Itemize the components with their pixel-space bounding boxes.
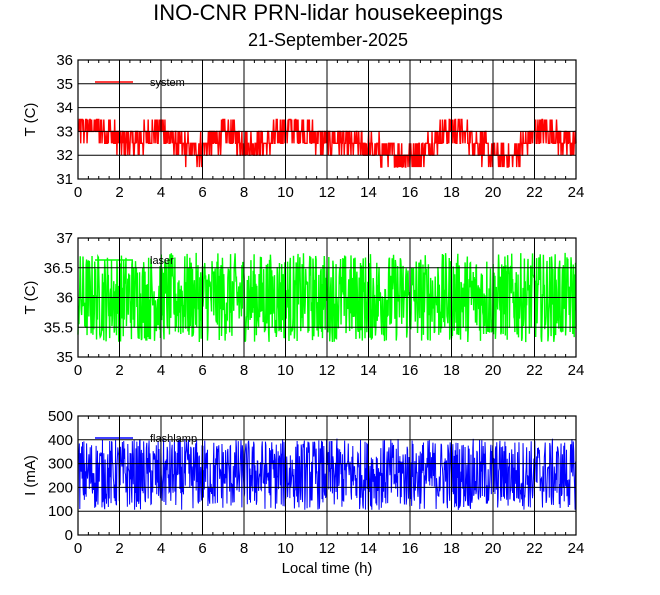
x-tick-label: 24 <box>568 362 585 379</box>
x-tick-label: 2 <box>115 184 123 201</box>
x-tick-label: 18 <box>443 540 460 557</box>
x-tick-label: 20 <box>485 184 502 201</box>
x-tick-label: 4 <box>157 540 165 557</box>
x-tick-label: 8 <box>240 540 248 557</box>
x-tick-label: 18 <box>443 362 460 379</box>
y-tick-label: 100 <box>48 503 73 520</box>
x-tick-label: 22 <box>526 184 543 201</box>
y-tick-label: 32 <box>56 147 73 164</box>
x-tick-label: 4 <box>157 184 165 201</box>
x-tick-label: 0 <box>74 540 82 557</box>
chart-title: INO-CNR PRN-lidar housekeepings <box>153 0 503 25</box>
x-tick-label: 0 <box>74 362 82 379</box>
y-tick-label: 36.5 <box>44 260 73 277</box>
legend-label: flashlamp <box>150 433 197 445</box>
plot-frame <box>77 237 577 358</box>
x-axis-label: Local time (h) <box>282 560 373 577</box>
x-tick-label: 8 <box>240 362 248 379</box>
x-tick-label: 2 <box>115 540 123 557</box>
x-tick-label: 10 <box>277 540 294 557</box>
y-tick-label: 35.5 <box>44 319 73 336</box>
x-tick-label: 16 <box>402 362 419 379</box>
x-tick-label: 6 <box>198 362 206 379</box>
y-tick-label: 36 <box>56 290 73 307</box>
x-tick-label: 12 <box>319 362 336 379</box>
y-tick-label: 0 <box>65 527 73 544</box>
x-tick-label: 10 <box>277 184 294 201</box>
y-tick-label: 34 <box>56 100 73 117</box>
x-tick-label: 14 <box>360 184 377 201</box>
x-tick-label: 12 <box>319 540 336 557</box>
x-tick-label: 10 <box>277 362 294 379</box>
y-tick-label: 37 <box>56 230 73 247</box>
y-tick-label: 36 <box>56 52 73 69</box>
x-tick-label: 18 <box>443 184 460 201</box>
x-tick-label: 12 <box>319 184 336 201</box>
x-tick-label: 16 <box>402 540 419 557</box>
x-tick-label: 24 <box>568 540 585 557</box>
x-tick-label: 0 <box>74 184 82 201</box>
x-tick-label: 24 <box>568 184 585 201</box>
x-tick-label: 6 <box>198 540 206 557</box>
y-tick-label: 35 <box>56 349 73 366</box>
y-tick-label: 33 <box>56 123 73 140</box>
x-tick-label: 22 <box>526 540 543 557</box>
x-tick-label: 14 <box>360 540 377 557</box>
legend-label: laser <box>150 255 174 267</box>
y-tick-label: 300 <box>48 456 73 473</box>
plot-frame <box>77 415 577 536</box>
x-tick-label: 20 <box>485 362 502 379</box>
x-tick-label: 6 <box>198 184 206 201</box>
y-tick-label: 31 <box>56 171 73 188</box>
x-tick-label: 20 <box>485 540 502 557</box>
chart-subtitle: 21-September-2025 <box>248 30 408 50</box>
y-tick-label: 35 <box>56 76 73 93</box>
y-axis-label: T (C) <box>22 281 39 315</box>
x-tick-label: 16 <box>402 184 419 201</box>
x-tick-label: 4 <box>157 362 165 379</box>
y-tick-label: 200 <box>48 479 73 496</box>
x-tick-label: 8 <box>240 184 248 201</box>
y-tick-label: 400 <box>48 432 73 449</box>
y-axis-label: I (mA) <box>22 455 39 496</box>
plot-frame <box>77 59 577 180</box>
x-tick-label: 14 <box>360 362 377 379</box>
y-axis-label: T (C) <box>22 103 39 137</box>
legend-label: system <box>150 77 185 89</box>
y-tick-label: 500 <box>48 408 73 425</box>
x-tick-label: 22 <box>526 362 543 379</box>
x-tick-label: 2 <box>115 362 123 379</box>
